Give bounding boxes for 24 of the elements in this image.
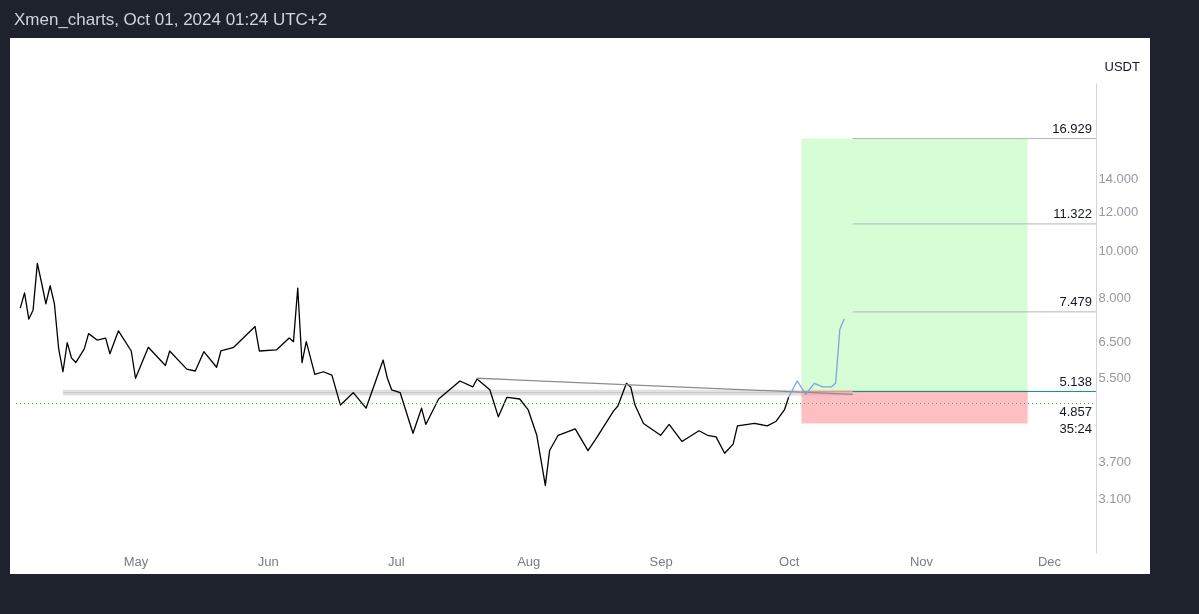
y-tick-label: 10.000 [1098,242,1139,258]
x-tick-label: Nov [909,553,934,569]
y-tick-label: 5.500 [1098,369,1132,385]
x-tick-label: May [123,553,149,569]
y-tick-label: 14.000 [1098,171,1139,187]
y-axis-title: USDT [1104,58,1140,74]
x-tick-label: Dec [1037,553,1062,569]
ref-line-label: 11.322 [1053,205,1092,221]
ref-line-label: 7.479 [1059,293,1092,309]
chart-title: Xmen_charts, Oct 01, 2024 01:24 UTC+2 [13,9,329,31]
x-tick-label: Sep [649,553,673,569]
y-tick-label: 6.500 [1098,334,1132,350]
ref-line-label: 5.138 [1059,373,1092,389]
y-tick-label: 8.000 [1098,290,1132,306]
y-tick-label: 12.000 [1098,204,1139,220]
ref-line-label: 4.857 [1059,404,1092,420]
annotation: 35:24 [1059,421,1092,437]
x-tick-label: Oct [779,553,800,569]
x-tick-label: Jun [257,553,279,569]
x-tick-label: Jul [388,553,405,569]
x-tick-label: Aug [517,553,541,569]
y-tick-label: 3.100 [1098,491,1132,507]
ref-line-label: 16.929 [1052,120,1092,136]
y-tick-label: 3.700 [1098,453,1132,469]
